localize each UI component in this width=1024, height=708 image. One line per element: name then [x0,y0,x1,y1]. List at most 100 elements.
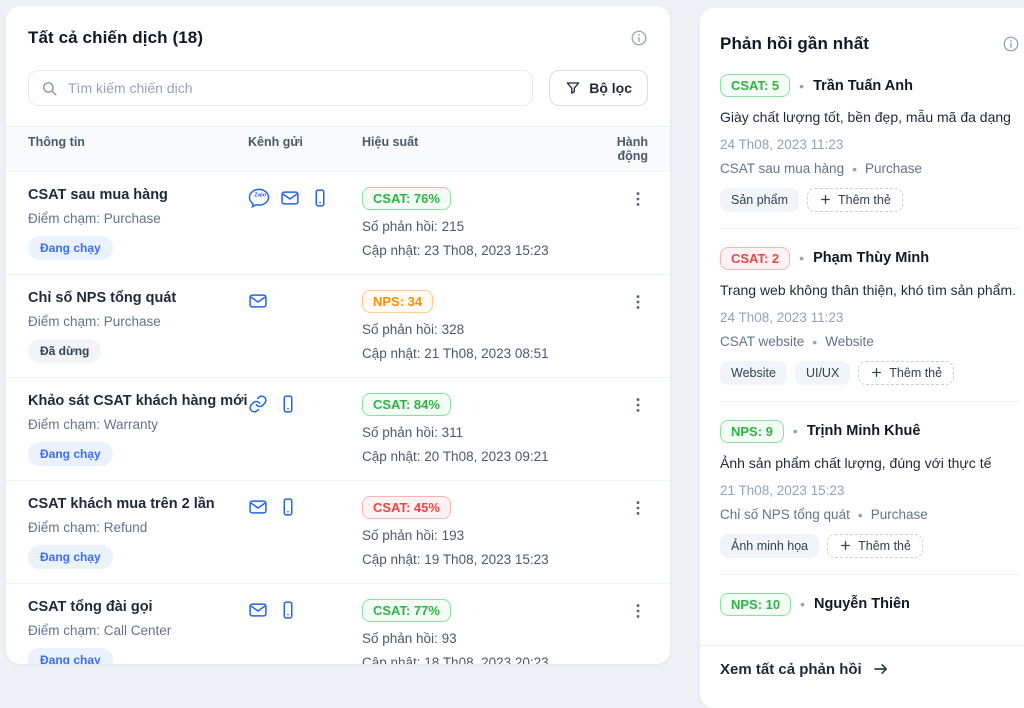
kebab-menu-icon[interactable] [628,189,648,209]
campaign-performance: CSAT: 84% Số phản hồi: 311 Cập nhật: 20 … [362,393,611,466]
search-icon [41,80,58,97]
kebab-menu-icon[interactable] [628,395,648,415]
feedback-author: Phạm Thùy Minh [813,250,930,267]
campaigns-header: Tất cả chiến dịch (18) [6,6,670,48]
phone-icon [310,188,330,208]
filter-button[interactable]: Bộ lọc [549,70,648,106]
add-tag-button[interactable]: Thêm thẻ [806,187,903,212]
link-icon [248,394,268,414]
funnel-icon [565,80,581,96]
email-icon [248,497,268,517]
email-icon [248,291,268,311]
campaign-name: CSAT khách mua trên 2 lần [28,496,215,512]
campaign-performance: CSAT: 77% Số phản hồi: 93 Cập nhật: 18 T… [362,599,611,664]
campaign-row[interactable]: CSAT khách mua trên 2 lần Điểm chạm: Ref… [6,481,670,584]
svg-text:Zalo: Zalo [254,193,267,199]
feedback-panel: Phản hồi gần nhất CSAT: 5 Trần Tuấn Anh … [700,8,1024,708]
feedback-comment: Ảnh sản phẩm chất lượng, đúng với thực t… [720,454,992,471]
score-badge: NPS: 9 [720,419,784,443]
feedback-item[interactable]: NPS: 9 Trịnh Minh Khuê Ảnh sản phẩm chất… [720,402,1020,575]
email-icon [280,188,300,208]
updated-at: Cập nhật: 21 Th08, 2023 08:51 [362,346,549,361]
campaign-row[interactable]: CSAT sau mua hàng Điểm chạm: Purchase Đa… [6,172,670,275]
feedback-author: Trần Tuấn Anh [813,77,913,94]
campaign-search[interactable] [28,70,534,106]
campaign-name: CSAT tổng đài gọi [28,599,153,615]
feedback-item[interactable]: NPS: 10 Nguyễn Thiên [720,575,1020,632]
feedback-title: Phản hồi gần nhất [720,34,870,53]
tag-chip[interactable]: UI/UX [794,360,851,385]
campaign-name: CSAT sau mua hàng [720,161,845,177]
search-input[interactable] [68,80,521,96]
plus-icon [839,539,852,552]
feedback-comment: Giày chất lượng tốt, bền đẹp, mẫu mã đa … [720,109,1011,125]
status-badge: Đang chạy [28,442,113,466]
bullet-separator [800,596,805,612]
campaign-performance: CSAT: 45% Số phản hồi: 193 Cập nhật: 19 … [362,496,611,569]
add-tag-button[interactable]: Thêm thẻ [858,360,955,385]
email-icon [248,600,268,620]
col-channel: Kênh gửi [248,135,303,149]
feedback-header: Phản hồi gần nhất [700,8,1024,56]
info-icon[interactable] [630,29,648,47]
updated-at: Cập nhật: 18 Th08, 2023 20:23 [362,655,549,664]
touchpoint-name: Purchase [870,507,928,523]
campaign-name: Chỉ số NPS tổng quát [720,507,850,523]
view-all-label: Xem tất cả phản hồi [720,660,862,678]
campaigns-panel: Tất cả chiến dịch (18) Bộ lọc [6,6,670,664]
bullet-separator [799,250,804,266]
add-tag-label: Thêm thẻ [858,538,911,553]
campaign-performance: NPS: 34 Số phản hồi: 328 Cập nhật: 21 Th… [362,290,611,363]
updated-at: Cập nhật: 23 Th08, 2023 15:23 [362,243,549,258]
bullet-separator [858,507,863,523]
view-all-feedback-link[interactable]: Xem tất cả phản hồi [700,645,1024,708]
campaign-row[interactable]: Khảo sát CSAT khách hàng mới Điểm chạm: … [6,378,670,481]
campaign-info: Khảo sát CSAT khách hàng mới Điểm chạm: … [28,393,248,466]
responses-count: Số phản hồi: 215 [362,219,465,234]
campaign-info: CSAT sau mua hàng Điểm chạm: Purchase Đa… [28,187,248,260]
score-badge: NPS: 10 [720,592,792,616]
feedback-date: 24 Th08, 2023 11:23 [720,309,844,325]
campaign-touchpoint: Điểm chạm: Call Center [28,623,172,638]
bullet-separator [812,334,817,350]
feedback-comment: Trang web không thân thiện, khó tìm sản … [720,281,1016,298]
feedback-item[interactable]: CSAT: 2 Phạm Thùy Minh Trang web không t… [720,229,1020,402]
kebab-menu-icon[interactable] [628,601,648,621]
touchpoint-name: Purchase [864,161,923,177]
status-badge: Đang chạy [28,545,113,569]
channel-icons [248,599,362,664]
kebab-menu-icon[interactable] [628,498,648,518]
phone-icon [278,600,298,620]
channel-icons [248,496,362,569]
feedback-campaign: CSAT sau mua hàng Purchase [720,161,1020,177]
feedback-list: CSAT: 5 Trần Tuấn Anh Giày chất lượng tố… [700,56,1024,632]
arrow-right-icon [872,660,890,678]
tag-chip[interactable]: Sản phẩm [720,187,799,212]
campaign-name: Khảo sát CSAT khách hàng mới [28,393,248,409]
campaign-row[interactable]: Chỉ số NPS tổng quát Điểm chạm: Purchase… [6,275,670,378]
metric-badge: CSAT: 76% [362,187,451,210]
phone-icon [278,394,298,414]
status-badge: Đang chạy [28,648,113,664]
channel-icons [248,393,362,466]
add-tag-button[interactable]: Thêm thẻ [827,533,923,558]
feedback-author: Nguyễn Thiên [814,596,910,613]
col-info: Thông tin [28,135,85,149]
campaign-performance: CSAT: 76% Số phản hồi: 215 Cập nhật: 23 … [362,187,611,260]
channel-icons: Zalo [248,187,362,260]
tag-chip[interactable]: Website [720,360,787,385]
campaign-touchpoint: Điểm chạm: Purchase [28,314,161,329]
feedback-item[interactable]: CSAT: 5 Trần Tuấn Anh Giày chất lượng tố… [720,56,1020,229]
status-badge: Đã dừng [28,339,102,363]
phone-icon [278,497,298,517]
kebab-menu-icon[interactable] [628,292,648,312]
responses-count: Số phản hồi: 193 [362,528,465,543]
score-badge: CSAT: 5 [720,74,791,97]
campaign-name: Chỉ số NPS tổng quát [28,290,177,306]
channel-icons [248,290,362,363]
metric-badge: NPS: 34 [362,290,434,313]
campaign-row[interactable]: CSAT tổng đài gọi Điểm chạm: Call Center… [6,584,670,664]
search-row: Bộ lọc [6,48,670,126]
tag-chip[interactable]: Ảnh minh họa [720,533,820,558]
info-icon[interactable] [1002,35,1020,53]
